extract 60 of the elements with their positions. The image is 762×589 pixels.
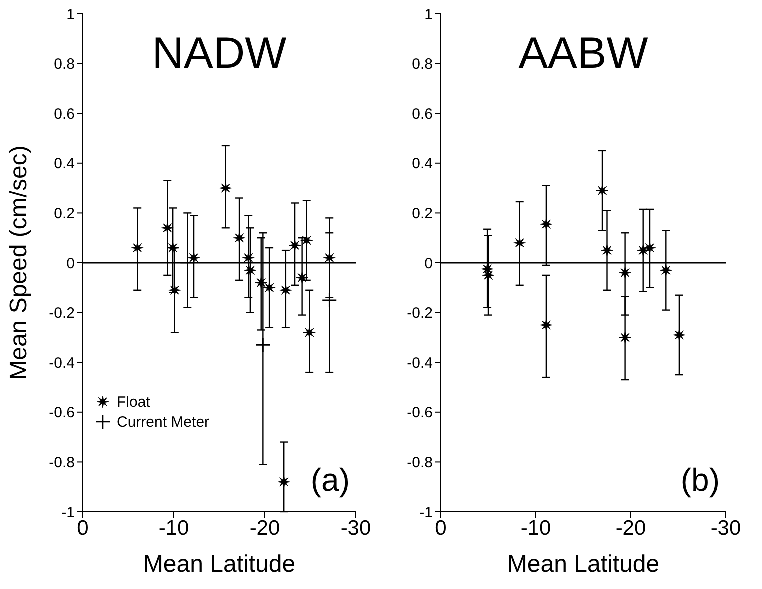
- x-tick-label: -30: [710, 516, 742, 540]
- y-tick-label: 0.6: [54, 106, 75, 123]
- y-tick-label: -0.6: [49, 404, 75, 422]
- point: [540, 319, 553, 332]
- legend-label: Float: [117, 394, 150, 410]
- x-axis-title: Mean Latitude: [507, 551, 660, 578]
- x-tick-label: -20: [250, 516, 280, 540]
- point: [619, 331, 632, 344]
- y-tick-label: -0.8: [49, 454, 75, 472]
- point: [322, 292, 338, 308]
- y-tick-label: -1: [420, 504, 433, 522]
- point: [514, 236, 526, 250]
- y-tick-label: 0.8: [412, 56, 433, 74]
- point: [166, 242, 180, 254]
- point: [255, 276, 268, 290]
- point: [180, 255, 196, 271]
- annotation: (a): [310, 462, 350, 499]
- chart-title: NADW: [151, 29, 288, 78]
- y-tick-label: 0.2: [54, 206, 75, 223]
- point: [660, 264, 672, 277]
- point: [278, 476, 290, 488]
- point: [280, 284, 292, 297]
- y-tick-label: 0.4: [412, 156, 433, 173]
- point: [601, 244, 614, 257]
- point: [296, 272, 309, 284]
- point: [220, 182, 232, 195]
- y-tick-label: -1: [62, 504, 75, 522]
- y-tick-label: 0.8: [54, 56, 75, 74]
- y-tick-label: -0.4: [407, 354, 433, 372]
- point: [256, 338, 271, 353]
- x-tick-label: -20: [616, 516, 646, 540]
- y-tick-label: 0: [424, 255, 433, 272]
- x-axis-title: Mean Latitude: [143, 551, 296, 578]
- point: [131, 242, 144, 254]
- point: [637, 244, 650, 257]
- legend-label: Current Meter: [117, 414, 210, 430]
- y-tick-label: 0.6: [412, 106, 433, 123]
- y-tick-label: -0.6: [407, 404, 433, 422]
- y-tick-label: 1: [66, 6, 75, 24]
- x-tick-label: -30: [340, 516, 372, 540]
- point: [303, 326, 316, 339]
- point: [168, 284, 182, 297]
- y-tick-label: -0.4: [49, 354, 75, 372]
- point: [540, 218, 553, 231]
- y-tick-label: -0.2: [407, 305, 433, 322]
- annotation: (b): [680, 462, 720, 499]
- point: [300, 234, 314, 247]
- point: [619, 266, 632, 280]
- y-tick-label: -0.2: [49, 305, 75, 322]
- y-tick-label: 0.4: [54, 156, 75, 173]
- x-tick-label: -10: [520, 516, 552, 540]
- y-axis-title: Mean Speed (cm/sec): [6, 146, 33, 380]
- x-tick-label: -10: [158, 516, 190, 540]
- y-tick-label: 1: [424, 6, 433, 24]
- y-tick-label: 0: [66, 255, 75, 272]
- chart-title: AABW: [518, 29, 650, 78]
- y-tick-label: -0.8: [407, 454, 433, 472]
- point: [244, 264, 257, 277]
- y-tick-label: 0.2: [412, 206, 433, 223]
- point: [161, 222, 174, 234]
